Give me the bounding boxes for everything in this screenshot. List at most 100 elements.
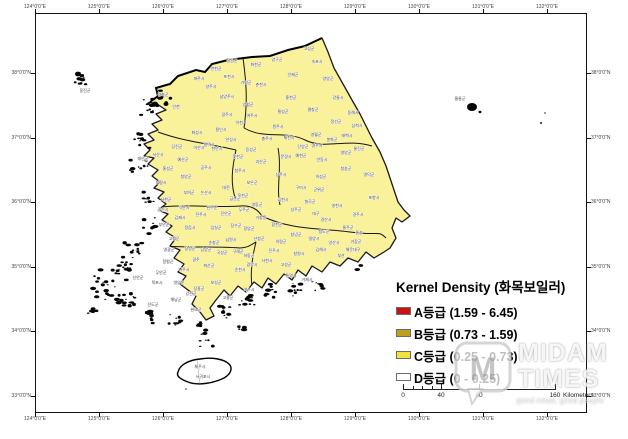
legend-item-grade-b: B등급 (0.73 - 1.59): [396, 326, 565, 342]
svg-text:보성군: 보성군: [210, 279, 221, 285]
svg-text:진천군: 진천군: [232, 153, 243, 159]
svg-text:진안군: 진안군: [220, 210, 231, 216]
graticule-label: 35°0'0"N: [11, 263, 31, 270]
svg-text:용인시: 용인시: [215, 126, 226, 132]
grade-a-swatch: [396, 307, 411, 315]
svg-text:완도군: 완도군: [190, 306, 201, 312]
svg-text:평창군: 평창군: [307, 106, 318, 112]
jeju-district-line: [196, 359, 201, 385]
svg-text:부산: 부산: [337, 252, 345, 258]
scale-bar-unit: Kilometers: [563, 392, 594, 399]
graticule-label: 126°0'0"E: [152, 416, 174, 422]
svg-text:춘천시: 춘천시: [255, 81, 266, 87]
legend-item-grade-a: A등급 (1.59 - 6.45): [396, 304, 565, 320]
svg-text:광주시: 광주시: [221, 111, 232, 117]
svg-text:양양군: 양양군: [322, 75, 333, 81]
scale-bar-number: 160: [549, 392, 561, 399]
svg-text:무주군: 무주군: [238, 207, 249, 212]
svg-text:장수군: 장수군: [230, 222, 241, 228]
svg-text:고성군: 고성군: [303, 45, 314, 51]
svg-text:구례군: 구례군: [232, 248, 243, 254]
svg-text:장흥군: 장흥군: [193, 285, 204, 291]
svg-text:공주시: 공주시: [200, 165, 211, 170]
svg-text:담양군: 담양군: [200, 246, 211, 252]
graticule-tick: [31, 73, 35, 74]
scale-bar-tick: [403, 384, 404, 390]
graticule-tick: [587, 73, 591, 74]
svg-text:제천시: 제천시: [283, 134, 294, 140]
graticule-tick: [483, 413, 484, 417]
graticule-label: 125°0'0"E: [88, 416, 110, 422]
graticule-label: 127°0'0"E: [216, 4, 238, 10]
svg-text:포항시: 포항시: [368, 194, 379, 200]
svg-text:예산군: 예산군: [177, 156, 188, 162]
svg-text:양주시: 양주시: [205, 83, 216, 89]
graticule-tick: [31, 202, 35, 203]
grade-c-swatch: [396, 351, 411, 359]
svg-text:영덕군: 영덕군: [363, 171, 374, 177]
graticule-label: 130°0'0"E: [408, 416, 430, 422]
graticule-label: 130°0'0"E: [408, 4, 430, 10]
svg-text:함평군: 함평군: [162, 258, 173, 264]
svg-text:남양주시: 남양주시: [220, 93, 235, 99]
graticule-tick: [99, 9, 100, 13]
svg-text:홍천군: 홍천군: [285, 94, 296, 100]
svg-text:단양군: 단양군: [297, 143, 308, 149]
svg-text:금산군: 금산군: [229, 195, 240, 201]
svg-text:문경시: 문경시: [280, 153, 291, 159]
graticule-label: 34°0'0"N: [11, 328, 31, 334]
svg-text:무안군: 무안군: [155, 269, 166, 275]
svg-text:김해시: 김해시: [315, 246, 326, 252]
graticule-label: 35°0'0"N: [591, 263, 611, 270]
svg-text:남원시: 남원시: [225, 236, 236, 242]
svg-text:충주시: 충주시: [261, 135, 272, 141]
graticule-tick: [419, 9, 420, 13]
svg-text:함양군: 함양군: [243, 225, 254, 231]
svg-text:임실군: 임실군: [210, 224, 221, 230]
svg-text:논산시: 논산시: [200, 189, 211, 195]
graticule-label: 129°0'0"E: [344, 416, 366, 422]
graticule-label: 127°0'0"E: [216, 416, 238, 422]
svg-text:횡성군: 횡성군: [277, 108, 288, 114]
svg-text:파주시: 파주시: [193, 75, 204, 81]
graticule-tick: [31, 137, 35, 139]
svg-text:거창군: 거창군: [255, 214, 266, 220]
graticule-label: 128°0'0"E: [280, 4, 302, 10]
svg-text:가평군: 가평군: [240, 79, 251, 85]
svg-text:여주시: 여주시: [246, 112, 257, 118]
svg-text:김천시: 김천시: [277, 196, 288, 202]
svg-text:화천군: 화천군: [250, 61, 261, 67]
scale-bar-tick: [441, 384, 442, 390]
graticule-tick: [291, 413, 292, 417]
graticule-tick: [587, 202, 591, 203]
graticule-label: 131°0'0"E: [472, 416, 494, 422]
graticule-tick: [227, 413, 228, 417]
svg-text:울주군: 울주군: [342, 225, 353, 230]
svg-text:거제시: 거제시: [301, 276, 312, 282]
graticule-label: 126°0'0"E: [152, 4, 174, 10]
svg-text:태백시: 태백시: [341, 132, 352, 138]
scale-bar-number: 0: [401, 392, 405, 399]
svg-text:신안군: 신안군: [132, 274, 143, 280]
dmz-border: [149, 37, 323, 103]
svg-text:정선군: 정선군: [330, 118, 341, 124]
svg-text:포천시: 포천시: [223, 73, 234, 79]
svg-text:광주: 광주: [192, 256, 200, 262]
graticule-tick: [31, 331, 35, 332]
svg-text:연천군: 연천군: [210, 65, 221, 71]
scale-bar: Kilometers 0 40 80 160: [400, 382, 615, 402]
svg-text:상주시: 상주시: [275, 171, 286, 177]
svg-text:양구군: 양구군: [271, 56, 282, 62]
svg-text:익산시: 익산시: [178, 204, 189, 210]
graticule-tick: [355, 9, 356, 13]
graticule-label: 124°0'0"E: [24, 4, 46, 10]
map-legend: Kernel Density (화목보일러) A등급 (1.59 - 6.45)…: [396, 276, 565, 386]
svg-text:의령군: 의령군: [275, 238, 286, 244]
svg-text:전주시: 전주시: [195, 211, 206, 217]
svg-text:양평군: 양평군: [242, 101, 253, 107]
svg-text:진주시: 진주시: [268, 247, 279, 253]
svg-text:창녕군: 창녕군: [290, 231, 301, 237]
svg-text:부여군: 부여군: [183, 189, 194, 195]
svg-text:보령시: 보령시: [155, 179, 166, 185]
